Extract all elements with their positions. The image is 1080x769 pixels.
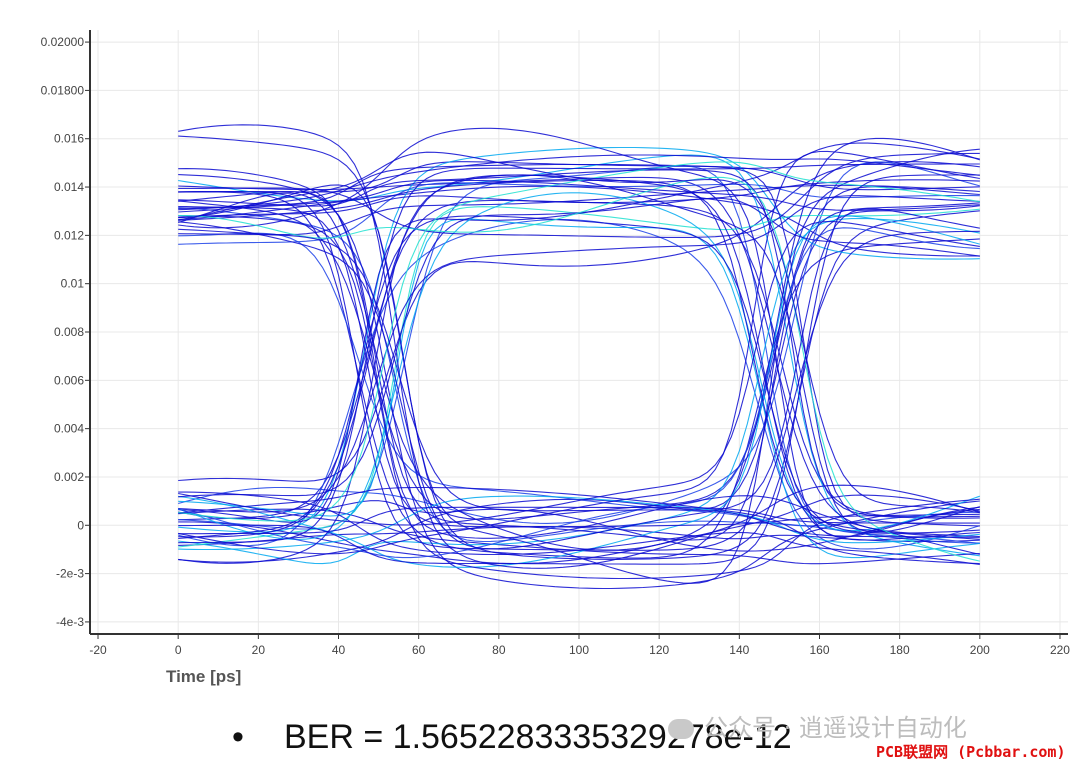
x-tick-label: 120 — [649, 643, 669, 657]
eye-trace — [178, 218, 980, 550]
y-tick-label: 0.006 — [54, 373, 84, 387]
x-tick-label: 180 — [890, 643, 910, 657]
y-tick-label: -2e-3 — [56, 567, 84, 581]
eye-trace — [178, 163, 980, 544]
y-tick-label: -4e-3 — [56, 615, 84, 629]
eye-trace — [178, 169, 980, 519]
eye-trace — [178, 161, 980, 522]
x-tick-label: 220 — [1050, 643, 1070, 657]
x-tick-label: 0 — [175, 643, 182, 657]
y-axis-ticks: 0.02000 0.01800 0.016 0.014 0.012 0.01 0.008 0.… — [41, 35, 90, 629]
y-tick-label: 0.004 — [54, 422, 84, 436]
eye-trace — [178, 137, 980, 551]
eye-trace — [178, 491, 980, 566]
eye-trace — [178, 494, 980, 565]
eye-trace — [178, 182, 980, 245]
x-tick-label: 80 — [492, 643, 506, 657]
x-tick-label: 200 — [970, 643, 990, 657]
grid — [90, 30, 1068, 634]
eye-trace — [178, 176, 980, 562]
eye-trace — [178, 146, 980, 533]
eye-trace — [178, 215, 980, 580]
eye-trace — [178, 148, 980, 584]
eye-trace — [178, 495, 980, 551]
eye-trace — [178, 151, 980, 514]
y-tick-label: 0 — [77, 518, 84, 532]
eye-trace — [178, 506, 980, 535]
wechat-icon — [668, 719, 694, 739]
bullet-glyph: • — [232, 718, 244, 756]
eye-trace — [178, 195, 980, 513]
eye-trace — [178, 218, 980, 559]
ber-annotation: • BER = 1.5652283335329278e-12 — [232, 718, 792, 757]
site-watermark: PCB联盟网 (Pcbbar.com) — [876, 743, 1066, 761]
eye-trace — [178, 186, 980, 520]
y-tick-label: 0.014 — [54, 180, 84, 194]
eye-trace — [178, 165, 980, 544]
x-tick-label: -20 — [89, 643, 107, 657]
watermark: 公众号 · 逍遥设计自动化 — [668, 708, 967, 743]
x-axis-label: Time [ps] — [166, 667, 241, 686]
x-tick-label: 20 — [252, 643, 266, 657]
y-tick-label: 0.01800 — [41, 83, 85, 97]
eye-diagram-chart: 0.02000 0.01800 0.016 0.014 0.012 0.01 0.008 0.… — [41, 30, 1070, 686]
x-tick-label: 140 — [729, 643, 749, 657]
eye-trace — [178, 154, 980, 211]
x-tick-label: 160 — [809, 643, 829, 657]
y-tick-label: 0.016 — [54, 132, 84, 146]
eye-trace — [178, 168, 980, 555]
eye-trace — [178, 184, 980, 236]
x-axis-ticks: -20 0 20 40 60 80 100 120 140 160 180 200 220 — [89, 634, 1070, 657]
eye-trace — [178, 163, 980, 527]
eye-trace — [178, 179, 980, 219]
eye-trace — [178, 174, 980, 565]
x-tick-label: 60 — [412, 643, 426, 657]
ber-value-text: BER = 1.5652283335329278e-12 — [284, 718, 792, 756]
eye-trace — [178, 191, 980, 559]
x-tick-label: 40 — [332, 643, 346, 657]
eye-trace — [178, 486, 980, 565]
eye-trace — [178, 208, 980, 550]
eye-trace — [178, 179, 980, 213]
eye-trace — [178, 124, 980, 569]
eye-trace — [178, 227, 980, 559]
eye-trace — [178, 217, 980, 565]
eye-trace — [178, 185, 980, 257]
x-tick-label: 100 — [569, 643, 589, 657]
y-tick-label: 0.01 — [61, 277, 85, 291]
y-tick-label: 0.02000 — [41, 35, 85, 49]
y-tick-label: 0.008 — [54, 325, 84, 339]
eye-trace — [178, 174, 980, 541]
y-tick-label: 0.012 — [54, 228, 84, 242]
y-tick-label: 0.002 — [54, 470, 84, 484]
eye-trace — [178, 215, 980, 540]
eye-trace — [178, 233, 980, 538]
watermark-text: 公众号 · 逍遥设计自动化 — [704, 714, 967, 742]
eye-trace — [178, 161, 980, 482]
eye-traces — [178, 124, 980, 590]
